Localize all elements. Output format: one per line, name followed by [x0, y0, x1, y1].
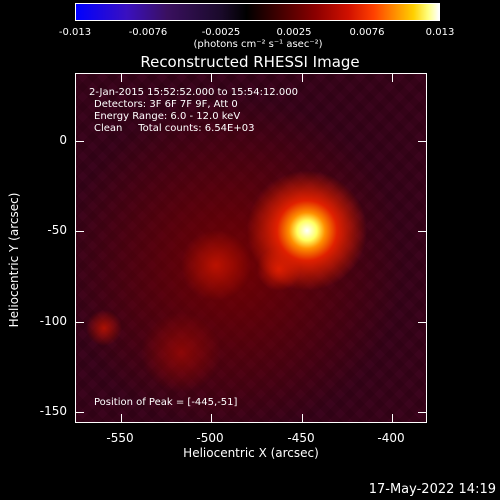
y-tick-mark [418, 412, 426, 413]
colorbar-tick: 0.013 [425, 27, 455, 38]
image-title: Reconstructed RHESSI Image [140, 53, 360, 71]
y-tick-mark [418, 231, 426, 232]
colorbar-tick: -0.013 [58, 27, 92, 38]
x-tick-mark [121, 414, 122, 422]
y-tick-mark [418, 322, 426, 323]
info-clean-counts: Clean Total counts: 6.54E+03 [94, 123, 255, 134]
colorbar-tick: -0.0025 [201, 27, 241, 38]
x-tick-mark [211, 414, 212, 422]
y-tick-label: -100 [39, 314, 67, 328]
info-detectors: Detectors: 3F 6F 7F 9F, Att 0 [94, 99, 238, 110]
timestamp: 17-May-2022 14:19 [368, 482, 496, 497]
peak-position: Position of Peak = [-445,-51] [94, 397, 238, 408]
info-time-range: 2-Jan-2015 15:52:52.000 to 15:54:12.000 [89, 87, 298, 98]
y-tick-mark [76, 412, 84, 413]
colorbar-units: (photons cm⁻² s⁻¹ asec⁻²) [193, 39, 323, 50]
x-tick-mark [302, 74, 303, 82]
colorbar [75, 3, 440, 21]
x-tick-mark [392, 414, 393, 422]
y-tick-label: 0 [59, 133, 67, 147]
x-tick-label: -400 [377, 431, 405, 445]
y-tick-mark [76, 141, 84, 142]
y-tick-mark [418, 141, 426, 142]
y-tick-mark [76, 231, 84, 232]
colorbar-tick: 0.0076 [349, 27, 385, 38]
x-tick-mark [302, 414, 303, 422]
colorbar-tick: 0.0025 [276, 27, 312, 38]
y-tick-label: -150 [39, 404, 67, 418]
colorbar-tick: -0.0076 [128, 27, 168, 38]
rhessi-image: 2-Jan-2015 15:52:52.000 to 15:54:12.000 … [75, 73, 427, 423]
x-tick-label: -450 [287, 431, 315, 445]
x-tick-mark [121, 74, 122, 82]
x-tick-label: -500 [196, 431, 224, 445]
info-energy-range: Energy Range: 6.0 - 12.0 keV [94, 111, 241, 122]
x-axis-label: Heliocentric X (arcsec) [183, 446, 319, 460]
y-tick-mark [76, 322, 84, 323]
y-axis-label: Heliocentric Y (arcsec) [7, 192, 21, 328]
x-tick-label: -550 [106, 431, 134, 445]
x-tick-mark [211, 74, 212, 82]
y-tick-label: -50 [47, 223, 67, 237]
x-tick-mark [392, 74, 393, 82]
